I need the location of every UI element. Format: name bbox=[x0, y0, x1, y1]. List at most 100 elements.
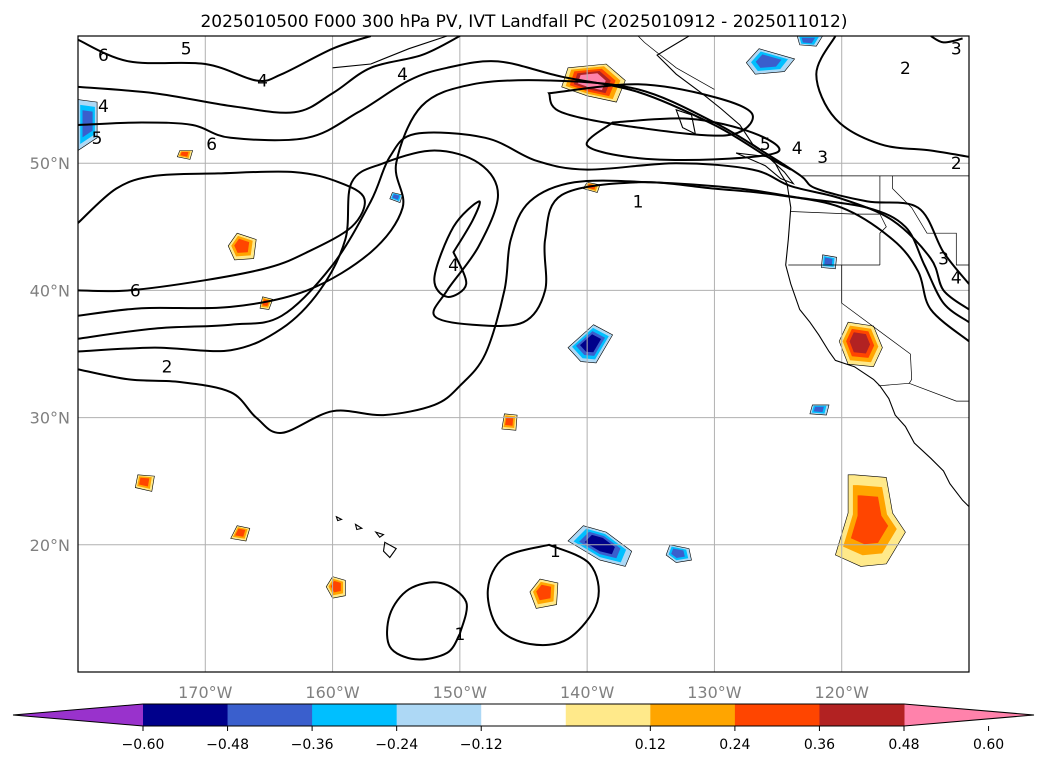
pv-contour-5 bbox=[78, 36, 461, 114]
longitude-tick-label: 130°W bbox=[687, 683, 742, 702]
colorbar-tick-label: −0.12 bbox=[460, 737, 503, 753]
border-us-mexico bbox=[878, 382, 969, 402]
colorbar-tick-label: 0.60 bbox=[973, 737, 1004, 753]
colorbar-segment bbox=[650, 704, 736, 726]
pv-anomaly-band bbox=[505, 416, 514, 426]
pv-anomaly-band bbox=[330, 580, 341, 593]
contour-label: 1 bbox=[633, 192, 644, 212]
pv-anomaly-band bbox=[392, 194, 400, 200]
colorbar-segment bbox=[396, 704, 482, 726]
contour-label: 2 bbox=[900, 59, 911, 79]
colorbar-tick-label: −0.48 bbox=[206, 737, 249, 753]
colorbar-segment bbox=[481, 704, 567, 726]
pv-contour-1 bbox=[486, 543, 600, 647]
pv-anomaly bbox=[835, 474, 906, 567]
pv-contour-3 bbox=[78, 79, 969, 317]
pv-contour-5 bbox=[585, 117, 781, 162]
contour-label: 6 bbox=[98, 46, 109, 66]
coastline-hawaii-kauai bbox=[335, 515, 343, 522]
pv-contour-1 bbox=[433, 200, 481, 298]
contour-label: 1 bbox=[550, 542, 561, 562]
contour-label: 4 bbox=[792, 139, 803, 159]
pv-anomaly bbox=[227, 232, 257, 261]
pv-anomaly bbox=[820, 254, 837, 270]
contour-label: 4 bbox=[951, 269, 962, 289]
longitude-tick-label: 140°W bbox=[560, 683, 615, 702]
latitude-tick-labels: 20°N 30°N 40°N 50°N bbox=[30, 154, 70, 555]
colorbar-segment bbox=[565, 704, 651, 726]
colorbar-segment bbox=[227, 704, 313, 726]
pv-anomaly-band bbox=[536, 584, 552, 601]
colorbar-segment bbox=[734, 704, 820, 726]
pv-anomaly-band bbox=[139, 477, 150, 487]
colorbar-tick-label: 0.36 bbox=[804, 737, 835, 753]
pv-anomaly-band bbox=[580, 334, 602, 353]
map-background bbox=[78, 36, 969, 672]
pv-anomaly-layer bbox=[78, 36, 906, 609]
latitude-tick-label: 20°N bbox=[30, 536, 70, 555]
coastline-north-america bbox=[656, 36, 969, 507]
pv-anomaly-band bbox=[824, 257, 833, 265]
pv-anomaly bbox=[838, 321, 883, 368]
longitude-tick-labels: 170°W 160°W 150°W 140°W 130°W 120°W bbox=[178, 683, 869, 702]
coastline-hawaii-maui bbox=[374, 531, 385, 538]
coastline-hawaii-big-island bbox=[382, 541, 398, 559]
pv-anomaly bbox=[796, 36, 823, 47]
contour-label: 1 bbox=[454, 625, 465, 645]
contour-label: 2 bbox=[162, 358, 173, 378]
longitude-tick-label: 170°W bbox=[178, 683, 233, 702]
pv-contour-layer bbox=[78, 36, 969, 661]
contour-label: 6 bbox=[130, 281, 141, 301]
colorbar-segment bbox=[819, 704, 905, 726]
pv-anomaly bbox=[134, 474, 155, 492]
pv-contour-2 bbox=[78, 149, 969, 353]
latitude-tick-label: 40°N bbox=[30, 281, 70, 300]
contour-label: 4 bbox=[257, 72, 268, 92]
coastline-hawaii-oahu bbox=[354, 523, 364, 531]
pv-anomaly bbox=[501, 413, 518, 431]
pv-contour-3 bbox=[78, 170, 366, 293]
pv-anomaly-band bbox=[180, 151, 189, 157]
pv-anomaly-band bbox=[850, 495, 889, 545]
colorbar-extend-low bbox=[13, 704, 143, 726]
longitude-tick-label: 150°W bbox=[433, 683, 488, 702]
pv-contour-6 bbox=[547, 83, 754, 137]
pv-anomaly bbox=[529, 578, 559, 609]
pv-contour-2 bbox=[815, 36, 969, 158]
colorbar-tick-label: 0.48 bbox=[888, 737, 919, 753]
contour-label: 6 bbox=[206, 135, 217, 155]
latitude-tick-label: 30°N bbox=[30, 409, 70, 428]
colorbar-tick-label: −0.36 bbox=[291, 737, 334, 753]
contour-label: 3 bbox=[938, 250, 949, 270]
pv-anomaly bbox=[665, 544, 692, 563]
colorbar-extend-high bbox=[904, 704, 1034, 726]
pv-anomaly-band bbox=[813, 406, 824, 413]
longitude-tick-label: 160°W bbox=[305, 683, 360, 702]
contour-label: 5 bbox=[92, 129, 103, 149]
longitude-tick-label: 120°W bbox=[815, 683, 870, 702]
colorbar: −0.60 −0.48 −0.36 −0.24 −0.12 0.12 0.24 0.36 0.4… bbox=[12, 703, 1035, 753]
colorbar-segment bbox=[312, 704, 398, 726]
contour-label: 2 bbox=[951, 154, 962, 174]
contour-label: 3 bbox=[817, 148, 828, 168]
colorbar-segment bbox=[143, 704, 229, 726]
pv-anomaly-band bbox=[234, 238, 250, 253]
contour-label: 5 bbox=[181, 40, 192, 60]
colorbar-tick-label: −0.60 bbox=[122, 737, 165, 753]
pv-anomaly bbox=[567, 324, 614, 364]
latitude-tick-label: 50°N bbox=[30, 154, 70, 173]
contour-label: 3 bbox=[951, 40, 962, 60]
pv-anomaly bbox=[230, 525, 251, 542]
coastline-alaska-peninsula bbox=[332, 36, 448, 69]
border-nv-ca bbox=[841, 265, 911, 355]
pv-anomaly-band bbox=[849, 332, 871, 354]
map-title: 2025010500 F000 300 hPa PV, IVT Landfall… bbox=[200, 12, 847, 32]
pv-anomaly bbox=[745, 48, 796, 75]
border-idaho-west bbox=[879, 175, 887, 265]
contour-label: 5 bbox=[760, 135, 771, 155]
pv-contour-6 bbox=[78, 36, 372, 82]
map-frame bbox=[77, 35, 970, 673]
